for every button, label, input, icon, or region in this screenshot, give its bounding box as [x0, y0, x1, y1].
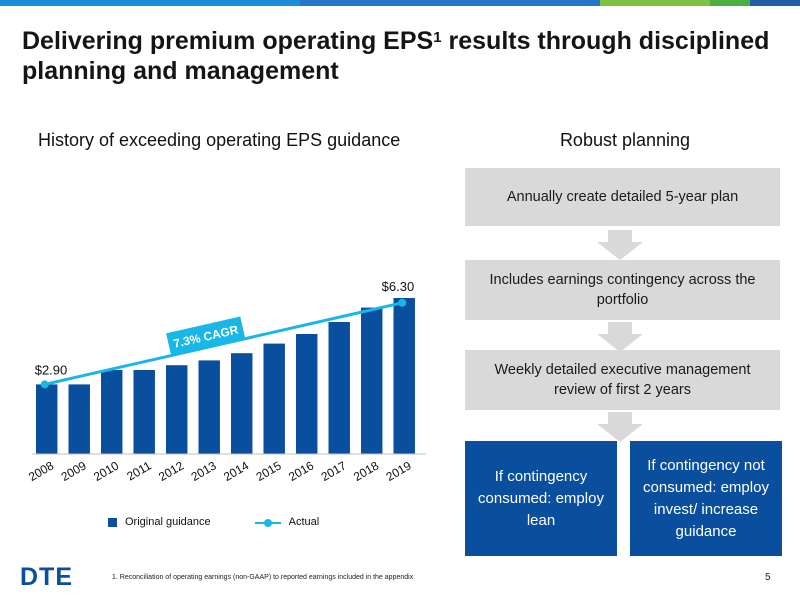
cagr-badge	[166, 316, 246, 355]
bar-2008	[36, 384, 58, 454]
down-arrow-icon	[597, 322, 643, 352]
planning-heading: Robust planning	[559, 130, 691, 150]
x-tick-label: 2016	[286, 458, 316, 484]
actual-point-start	[40, 380, 49, 389]
legend-bar-swatch	[108, 517, 117, 527]
actual-point-end	[398, 298, 407, 307]
chart-legend: Original guidance Actual	[108, 516, 319, 528]
legend-label-guidance: Original guidance	[125, 516, 211, 528]
down-arrow-icon	[597, 412, 643, 442]
eps-chart: 2008 2009 2010 2011 2012 2013 2014 2015 2016 2017…	[26, 279, 426, 484]
bar-2016	[296, 334, 318, 454]
topbar-segment	[600, 0, 710, 6]
actual-line	[44, 301, 403, 386]
data-label-start: $2.90	[35, 362, 68, 377]
x-tick-label: 2015	[254, 458, 284, 484]
down-arrow-icon	[597, 230, 643, 260]
topbar-segment	[0, 0, 300, 6]
bar-2009	[68, 384, 90, 454]
bar-2012	[166, 365, 188, 454]
title-main: Delivering premium operating EPS	[22, 27, 434, 55]
x-tick-label: 2010	[91, 458, 121, 484]
topbar-segment	[300, 0, 600, 6]
topbar-segment	[710, 0, 750, 6]
title-rest: results through disciplined planning and…	[22, 27, 770, 85]
bar-2014	[231, 353, 253, 454]
bar-2013	[198, 360, 220, 454]
x-tick-label: 2017	[319, 458, 349, 484]
x-tick-label: 2008	[26, 458, 56, 484]
bar-2011	[133, 370, 155, 454]
plan-step-2: Includes earnings contingency across the…	[465, 260, 780, 320]
x-tick-label: 2014	[221, 458, 251, 484]
slide-title: Delivering premium operating EPS1 result…	[22, 26, 782, 86]
x-tick-label: 2019	[384, 458, 414, 484]
plan-step-3: Weekly detailed executive management rev…	[465, 350, 780, 410]
chart-heading: History of exceeding operating EPS guida…	[38, 130, 401, 150]
x-tick-label: 2018	[351, 458, 381, 484]
page-number: 5	[765, 572, 771, 583]
outcome-consumed: If contingency consumed: employ lean	[465, 441, 617, 556]
footnote: 1. Reconciliation of operating earnings …	[112, 574, 414, 581]
bar-2015	[263, 343, 285, 454]
bar-2019	[393, 298, 415, 454]
dte-logo: DTE	[20, 563, 73, 591]
top-color-bar	[0, 0, 800, 6]
bar-2018	[361, 307, 383, 454]
data-label-end: $6.30	[382, 279, 415, 294]
legend-line-swatch	[254, 518, 281, 527]
topbar-segment	[750, 0, 800, 6]
title-superscript: 1	[433, 29, 442, 46]
bar-2010	[101, 370, 123, 454]
legend-label-actual: Actual	[288, 516, 320, 528]
x-tick-label: 2013	[189, 458, 219, 484]
plan-step-1: Annually create detailed 5-year plan	[465, 168, 780, 226]
x-tick-label: 2012	[156, 458, 186, 484]
bar-2017	[328, 322, 350, 454]
x-tick-label: 2009	[59, 458, 89, 484]
x-tick-label: 2011	[124, 458, 154, 483]
outcome-not-consumed: If contingency not consumed: employ inve…	[630, 441, 782, 556]
